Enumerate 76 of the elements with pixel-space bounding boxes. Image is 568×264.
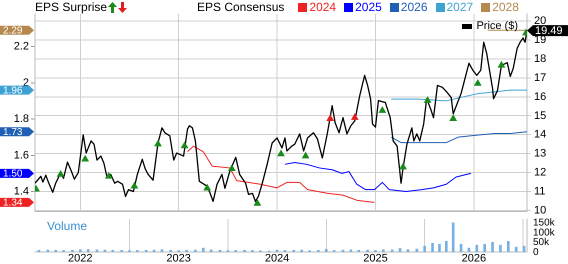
point	[154, 140, 162, 146]
bar	[431, 242, 434, 252]
point	[81, 154, 90, 162]
x-tick-label: 2022	[68, 252, 93, 264]
point	[203, 184, 212, 191]
point	[253, 198, 262, 206]
text: 2.29	[3, 26, 23, 37]
chart-title: Volume	[47, 219, 88, 233]
y2-tick-label: 17	[534, 72, 546, 84]
text: 1.96	[3, 85, 23, 96]
bar	[468, 248, 470, 252]
legend-label: 2028	[492, 0, 519, 14]
point	[326, 114, 334, 122]
text: 1.50	[3, 168, 23, 180]
legend-label: 2025	[355, 0, 382, 14]
legend-label: 2024	[309, 0, 336, 14]
y2-tick-label: 16	[534, 90, 546, 103]
bar	[522, 246, 526, 252]
y-tick-label: 150k	[533, 218, 556, 229]
bar	[160, 249, 164, 252]
legend-label: Price ($)	[476, 20, 518, 32]
point	[350, 113, 359, 120]
bar	[491, 242, 494, 252]
chart-title: EPS Surprise	[35, 0, 108, 14]
point	[498, 60, 506, 68]
bar	[86, 249, 90, 252]
y2-tick-label: 14	[534, 128, 546, 141]
x-tick-label: 2023	[166, 252, 191, 264]
point	[56, 170, 64, 177]
y2-tick-label: 11	[534, 186, 546, 198]
bar	[398, 248, 402, 252]
y-tick-label: 1.4	[14, 186, 29, 198]
bar	[406, 249, 410, 252]
data-label: 19.49	[535, 25, 563, 38]
y-tick-label: 50k	[533, 237, 550, 248]
x-tick-label: 2026	[462, 252, 486, 264]
y-tick-label: 2.2	[14, 40, 29, 53]
y-tick-label: 1.6	[14, 149, 29, 162]
y2-tick-label: 15	[534, 110, 546, 122]
text: 1.73	[3, 126, 23, 138]
legend-title: EPS Consensus	[197, 0, 284, 14]
bar	[514, 246, 518, 252]
point	[104, 172, 113, 179]
point	[130, 182, 138, 188]
bar	[499, 244, 502, 252]
point	[277, 150, 285, 156]
bar	[444, 240, 448, 252]
point	[399, 162, 407, 170]
bar	[483, 244, 486, 252]
bar	[438, 244, 441, 252]
x-tick-label: 2024	[264, 252, 290, 264]
point	[449, 114, 458, 122]
bar	[506, 240, 510, 252]
bar	[324, 248, 328, 252]
text: 1.34	[3, 198, 23, 209]
point	[180, 142, 188, 148]
y2-tick-label: 13	[534, 148, 546, 160]
legend-label: 2026	[400, 0, 428, 14]
point	[302, 152, 310, 158]
legend-label: 2027	[446, 0, 474, 14]
point	[228, 164, 236, 172]
y-tick-label: 0	[533, 246, 539, 258]
y2-tick-label: 20	[534, 15, 546, 28]
point	[378, 106, 386, 113]
bar	[423, 246, 426, 252]
point	[474, 79, 482, 86]
y-tick-label: 100k	[533, 227, 556, 238]
y2-tick-label: 18	[534, 52, 546, 65]
bar	[475, 244, 478, 252]
y2-tick-label: 12	[534, 166, 546, 179]
bar	[452, 222, 455, 252]
y2-tick-label: 10	[534, 204, 546, 216]
point	[424, 96, 432, 103]
y-tick-label: 1.8	[14, 113, 29, 126]
bar	[460, 244, 462, 252]
x-tick-label: 2025	[363, 252, 388, 264]
